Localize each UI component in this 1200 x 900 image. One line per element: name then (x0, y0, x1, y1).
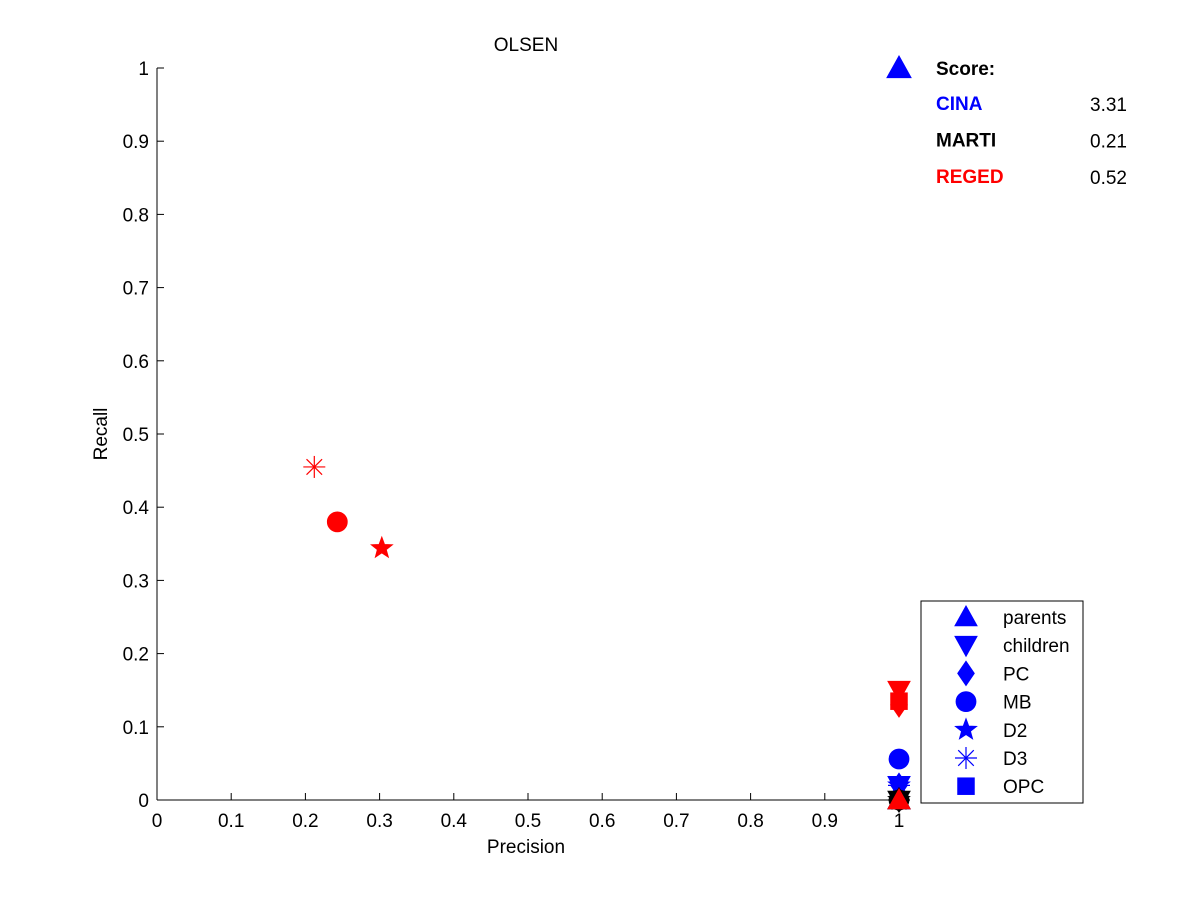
circle-marker (888, 748, 910, 770)
x-tick-label: 0.3 (366, 811, 392, 832)
point-children (887, 680, 911, 703)
legend-label: D2 (1003, 721, 1027, 742)
triangle-up-marker (887, 787, 911, 810)
legend-label: MB (1003, 693, 1032, 714)
x-tick-label: 0.9 (812, 811, 838, 832)
legend-marker-opc (957, 777, 975, 795)
score-value: 3.31 (1090, 95, 1127, 116)
x-tick-label: 0.5 (515, 811, 541, 832)
score-value: 0.21 (1090, 132, 1127, 153)
score-triangle-icon (886, 54, 912, 79)
star-marker (370, 535, 394, 559)
point-mb (888, 748, 910, 770)
y-axis-label: Recall (91, 408, 112, 461)
point-mb (326, 511, 348, 533)
y-tick-label: 0.8 (123, 205, 149, 226)
x-tick-label: 0.2 (292, 811, 318, 832)
y-tick-label: 0.7 (123, 279, 149, 300)
x-tick-label: 0.4 (441, 811, 468, 832)
legend-label: D3 (1003, 749, 1027, 770)
legend-marker-children (954, 635, 978, 658)
triangle-up-marker (886, 54, 912, 79)
y-tick-label: 1 (138, 59, 149, 80)
y-tick-label: 0.5 (123, 425, 149, 446)
data-points (303, 455, 911, 813)
star-marker (954, 717, 978, 740)
legend-box (920, 600, 1084, 804)
y-tick-label: 0.3 (123, 571, 149, 592)
y-tick-label: 0.4 (123, 498, 150, 519)
legend-label: children (1003, 636, 1070, 657)
circle-marker (955, 691, 977, 712)
score-dataset-label: REGED (936, 167, 1004, 188)
legend: parents children PC MB D2 D3 OPC (920, 600, 1084, 804)
x-tick-label: 0.1 (218, 811, 244, 832)
circle-marker (326, 511, 348, 533)
chart-title: OLSEN (494, 35, 558, 56)
series-reged (303, 455, 911, 810)
diamond-marker (957, 660, 975, 687)
legend-label: parents (1003, 608, 1066, 629)
y-tick-label: 0.6 (123, 352, 149, 373)
square-marker (890, 692, 908, 710)
legend-label: PC (1003, 664, 1029, 685)
score-dataset-label: MARTI (936, 131, 996, 152)
square-marker (957, 777, 975, 795)
score-value: 0.52 (1090, 168, 1127, 189)
point-d3 (303, 455, 326, 478)
score-header: Score: (936, 59, 995, 80)
legend-marker-pc (957, 660, 975, 687)
x-tick-label: 1 (894, 811, 905, 832)
x-axis-label: Precision (487, 837, 565, 858)
y-tick-label: 0.1 (123, 718, 149, 739)
y-tick-label: 0.9 (123, 132, 149, 153)
x-tick-label: 0.8 (737, 811, 763, 832)
legend-marker-mb (955, 691, 977, 712)
legend-marker-d2 (954, 717, 978, 740)
point-d2 (370, 535, 394, 559)
legend-marker-parents (954, 604, 978, 627)
asterisk-stroke (890, 777, 908, 794)
axes: 0 0.1 0.2 0.3 0.4 0.5 0.6 0.7 0.8 0.9 1 0 0.1 0.2 0.3 0… (123, 59, 905, 832)
score-box: Score: CINA 3.31 MARTI 0.21 REGED 0.52 (886, 54, 1127, 189)
point-opc (890, 692, 908, 710)
legend-marker-d3 (955, 747, 977, 769)
x-tick-label: 0.6 (589, 811, 615, 832)
y-tick-label: 0.2 (123, 645, 149, 666)
point-parents (887, 787, 911, 810)
legend-label: OPC (1003, 777, 1044, 798)
y-tick-label: 0 (138, 791, 149, 812)
asterisk-stroke (306, 458, 323, 476)
x-tick-label: 0.7 (663, 811, 689, 832)
triangle-down-marker (954, 635, 978, 658)
x-tick-label: 0 (152, 811, 163, 832)
asterisk-stroke (957, 749, 975, 767)
triangle-down-marker (887, 680, 911, 703)
score-dataset-label: CINA (936, 94, 983, 115)
triangle-up-marker (954, 604, 978, 627)
